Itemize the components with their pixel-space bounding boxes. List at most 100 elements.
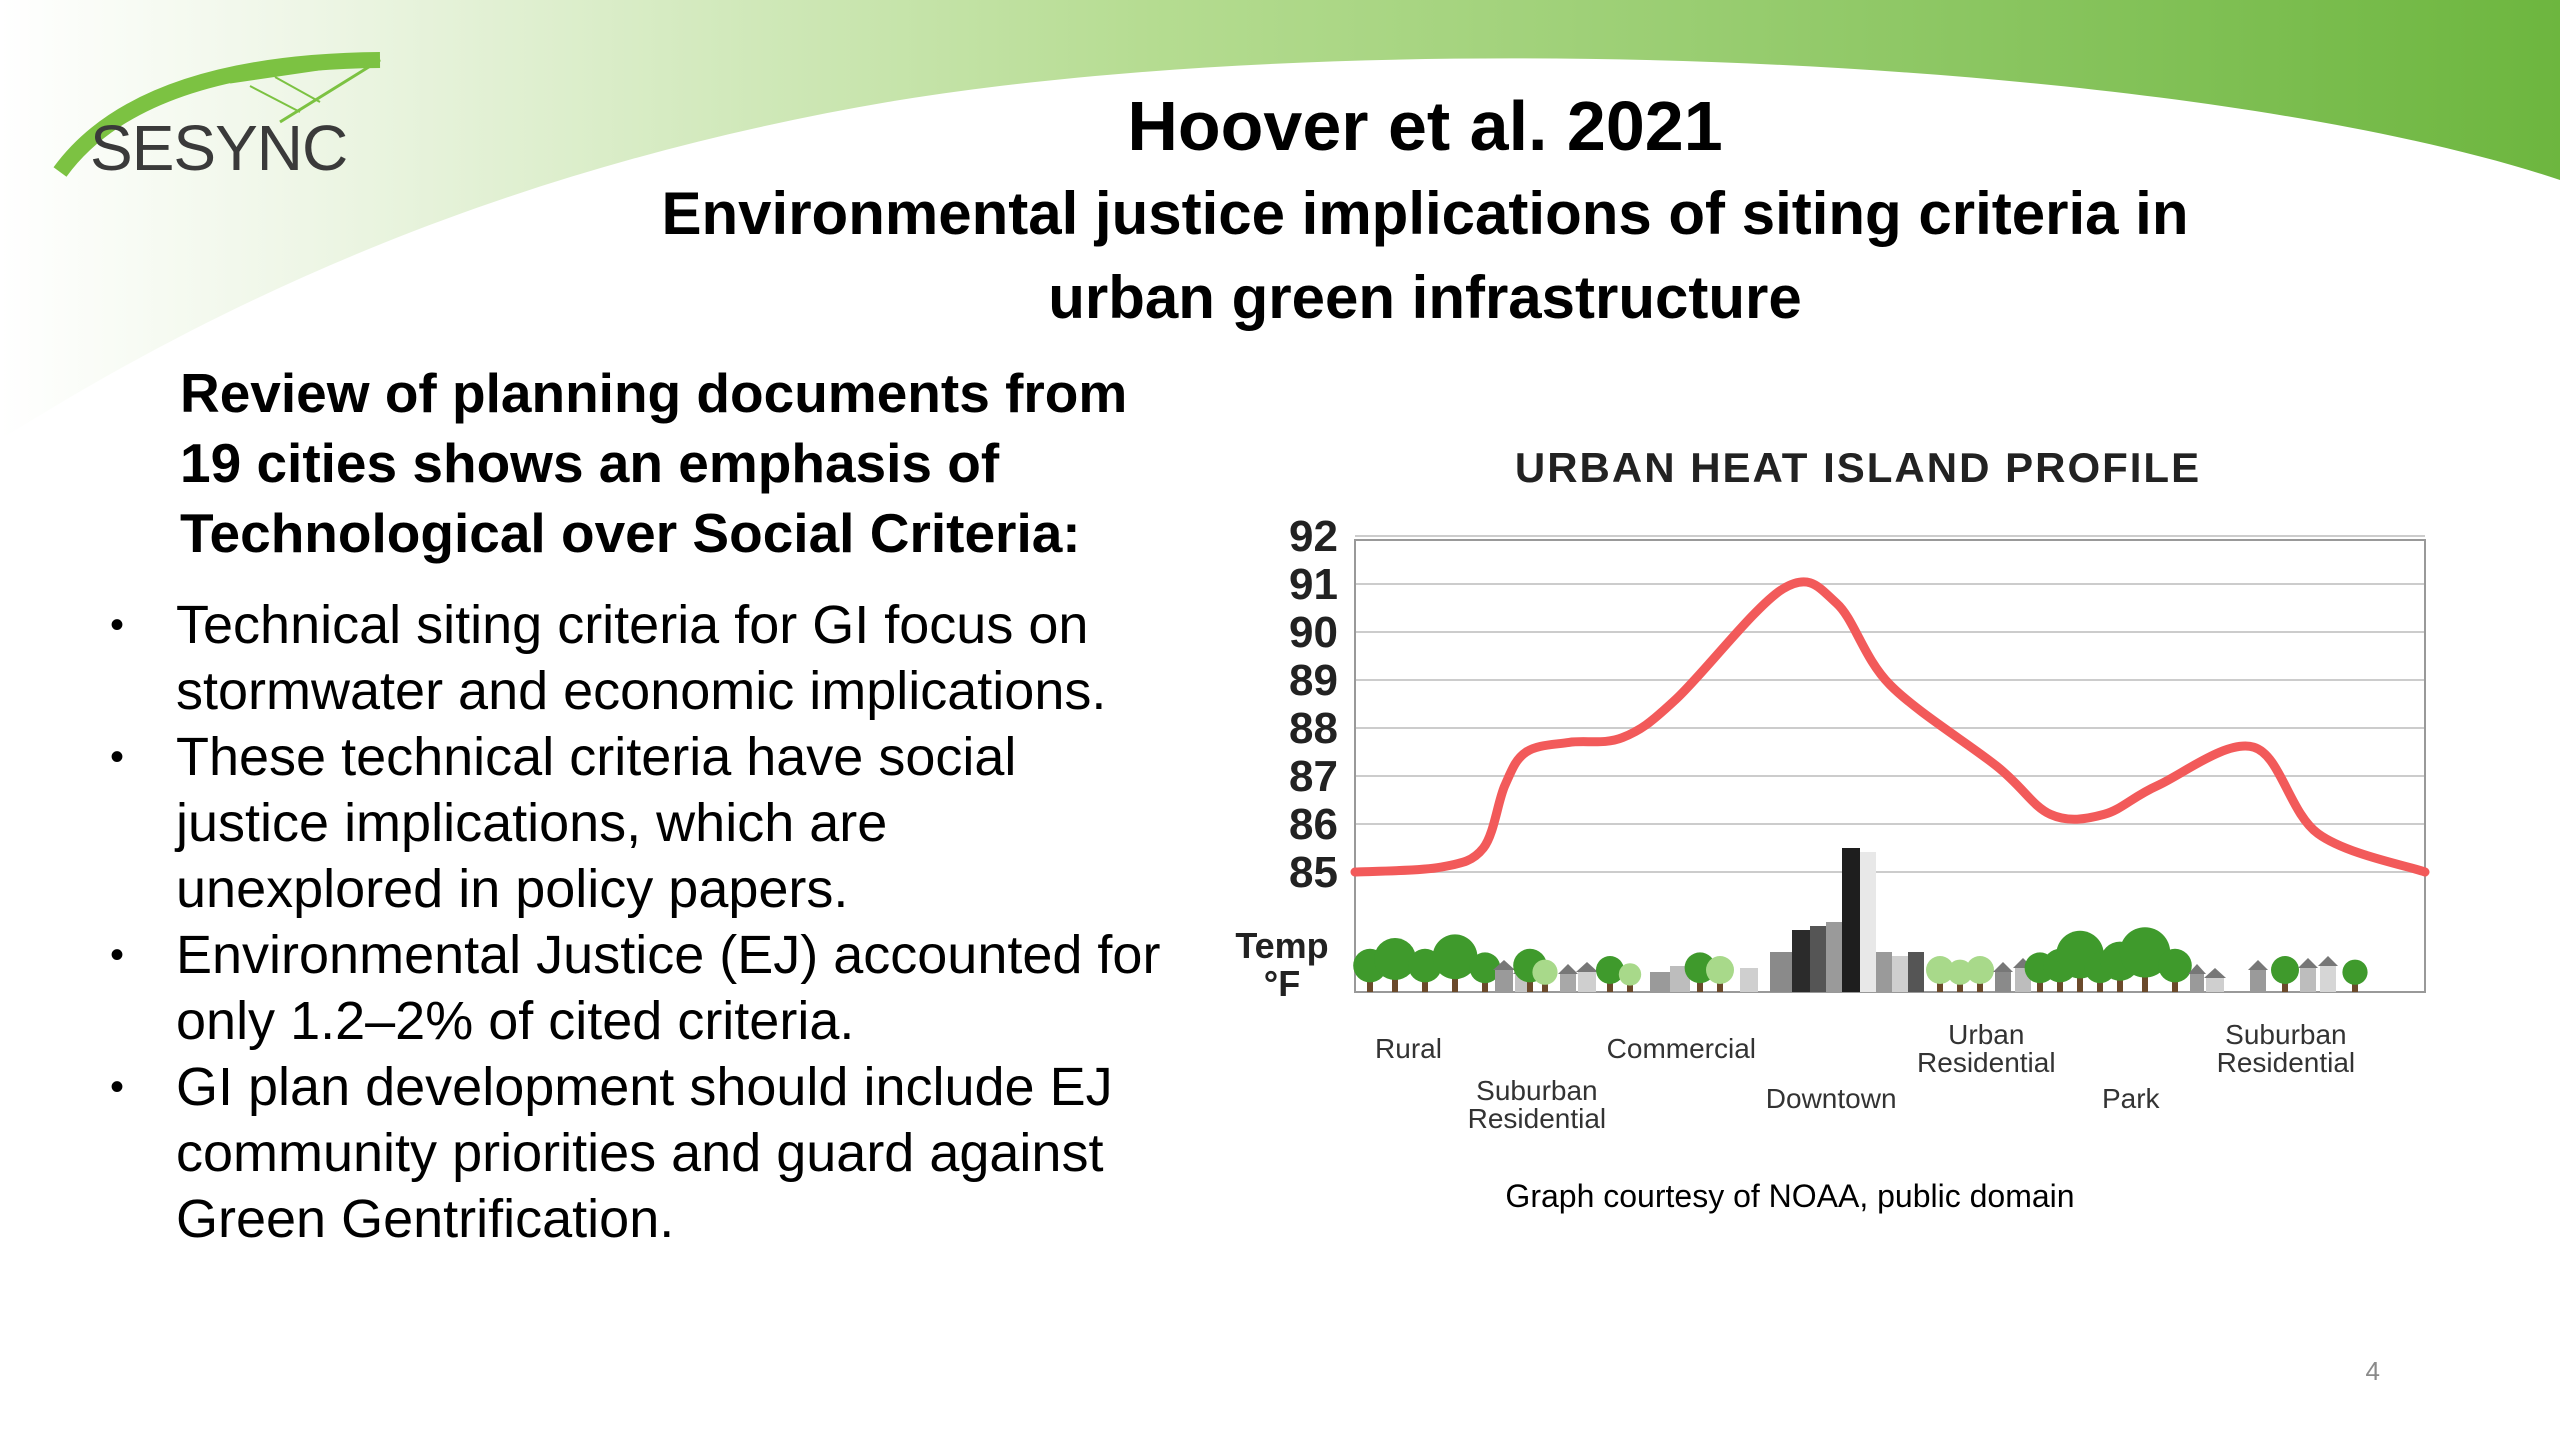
bullet-line: Environmental Justice (EJ) accounted for [176,925,1161,985]
temperature-curve [1350,577,2430,877]
tree-icon [1374,938,1416,992]
urban-heat-island-chart: URBAN HEAT ISLAND PROFILE 92919089888786… [1235,444,2430,1134]
region-labels: RuralSuburbanResidentialCommercialDownto… [1375,1019,2355,1134]
tree-trunk [2057,975,2063,992]
bullet-dot: • [110,1065,125,1109]
bullet-line: justice implications, which are [176,793,888,853]
tree-trunk [2172,975,2178,992]
house-body [1578,972,1596,992]
intro-line-1: Review of planning documents from [180,362,1128,424]
house-roof [2298,958,2318,968]
bullet-dot: • [110,735,125,779]
bullet-line: These technical criteria have social [176,727,1017,787]
bullet-dot: • [110,933,125,977]
tree-trunk [1937,978,1943,992]
house-body [1995,972,2011,992]
house-icon [2318,956,2338,992]
house-icon [1493,960,1515,992]
tree-trunk [2077,968,2083,992]
tree-trunk [1607,978,1613,992]
region-label: Urban [1948,1019,2024,1050]
building-icon [1770,952,1792,992]
house-roof [1493,960,1515,970]
y-tick-label: 88 [1289,704,1338,753]
tree-trunk [1542,979,1548,992]
tree-trunk [1957,979,1963,992]
building-icon [1792,930,1810,992]
y-tick-label: 92 [1289,512,1338,561]
banner-swoosh [0,0,2560,440]
bullet-item: • Technical siting criteria for GI focus… [100,592,1200,724]
house-body [2206,978,2224,992]
y-axis-label-unit: °F [1264,963,1300,1004]
house-body [2300,968,2316,992]
bullet-line: stormwater and economic implications. [176,661,1107,721]
intro-line-2: 19 cities shows an emphasis of [180,432,1000,494]
building-icon [1842,848,1860,992]
tree-icon [1706,956,1734,992]
tree-canopy [1966,956,1994,984]
y-tick-label: 91 [1289,560,1338,609]
tree-canopy [2271,956,2299,984]
building-icon [1892,956,1908,992]
grid-lines [1355,535,2425,873]
y-tick-label: 89 [1289,656,1338,705]
building-icon [1876,952,1892,992]
region-label: Rural [1375,1033,1442,1064]
tree-icon [2271,956,2299,992]
bullet-line: Technical siting criteria for GI focus o… [176,595,1089,655]
region-label: Suburban [1476,1075,1597,1106]
tree-canopy [1926,956,1954,984]
y-tick-label: 87 [1289,752,1338,801]
house-icon [1576,962,1598,992]
house-roof [2318,956,2338,966]
graph-caption: Graph courtesy of NOAA, public domain [1505,1178,2075,1214]
tree-trunk [1422,975,1428,992]
bullet-line: GI plan development should include EJ [176,1057,1113,1117]
region-label-line-2: Residential [1917,1047,2056,1078]
tree-trunk [1527,975,1533,992]
tree-icon [1596,956,1624,992]
house-body [2250,970,2266,992]
tree-trunk [1627,980,1633,992]
bullet-line: unexplored in policy papers. [176,859,849,919]
house-roof [2204,968,2226,978]
building-icon [1740,968,1758,992]
tree-trunk [1977,978,1983,992]
tree-trunk [2097,976,2103,992]
house-roof [1576,962,1598,972]
house-body [1560,974,1576,992]
tree-icon [1432,934,1478,992]
tree-icon [1926,956,1954,992]
tree-trunk [1717,978,1723,992]
bullet-line: Green Gentrification. [176,1189,675,1249]
building-icon [1826,922,1842,992]
tree-canopy [1432,934,1478,980]
house-icon [1993,962,2013,992]
region-label: Suburban [2225,1019,2346,1050]
intro-text: Review of planning documents from 19 cit… [180,358,1200,568]
house-roof [2248,960,2268,970]
bullet-item: • These technical criteria have social j… [100,724,1200,922]
house-body [2190,974,2204,992]
building-icon [1650,972,1670,992]
region-label-line-2: Residential [2217,1047,2356,1078]
tree-canopy [1532,959,1558,985]
tree-icon [2158,948,2192,992]
tree-canopy [1596,956,1624,984]
tree-trunk [2282,978,2288,992]
tree-trunk [1482,976,1488,992]
sesync-logo-text: SESYNC [90,112,347,184]
y-axis-label-temp: Temp [1235,925,1328,966]
subtitle-line-2: urban green infrastructure [1048,264,1802,331]
bullet-item: • Environmental Justice (EJ) accounted f… [100,922,1200,1054]
house-icon [2188,964,2206,992]
region-label: Park [2102,1083,2161,1114]
y-tick-label: 90 [1289,608,1338,657]
bullet-line: community priorities and guard against [176,1123,1104,1183]
tree-canopy [1469,952,1501,984]
tree-canopy [2158,948,2192,983]
house-roof [1993,962,2013,972]
tree-trunk [1367,975,1373,992]
